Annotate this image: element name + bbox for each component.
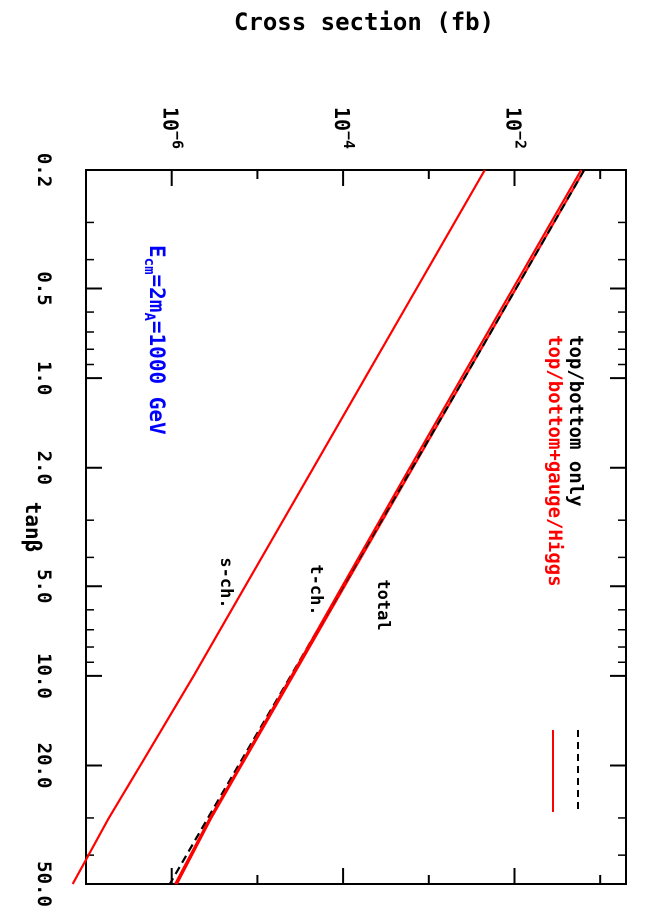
y-tick-base: 10: [502, 107, 526, 131]
y-tick-base: 10: [330, 107, 354, 131]
x-tick-label: 5.0: [33, 569, 55, 603]
x-tick-label: 20.0: [33, 743, 55, 789]
series-t-ch--line: [174, 169, 583, 885]
legend: top/bottom only top/bottom+gauge/Higgs: [544, 335, 587, 812]
curve-label-s-ch: s-ch.: [216, 557, 236, 608]
y-tick-label: 10−6: [159, 107, 187, 149]
axis-ticks: [85, 169, 626, 885]
x-axis-title: tanβ: [21, 502, 45, 553]
series-s-ch--line: [71, 169, 486, 885]
x-tick-label: 2.0: [33, 451, 55, 485]
energy-annotation-main: E: [145, 245, 169, 258]
energy-annotation-sub2: A: [141, 312, 157, 321]
x-tick-label: 0.5: [33, 271, 55, 305]
legend-label-top-bottom-gauge-higgs: top/bottom+gauge/Higgs: [544, 335, 566, 587]
series-total-line: [168, 169, 586, 885]
y-tick-exponent: −2: [512, 131, 530, 149]
energy-annotation-mid: =2m: [145, 275, 169, 313]
x-tick-label: 50.0: [33, 861, 55, 907]
x-tick-labels: 0.2 0.5 1.0 2.0 5.0 10.0 20.0 50.0: [33, 153, 55, 907]
energy-annotation-tail: =1000 GeV: [145, 321, 169, 435]
curve-label-total: total: [373, 579, 393, 630]
y-tick-label: 10−4: [330, 107, 358, 149]
y-tick-exponent: −6: [169, 131, 187, 149]
data-series: [71, 169, 586, 885]
plot-frame: [85, 169, 627, 885]
y-tick-label: 10−2: [502, 107, 530, 149]
x-tick-label: 1.0: [33, 361, 55, 395]
x-tick-label: 0.2: [33, 153, 55, 187]
legend-label-top-bottom-only: top/bottom only: [565, 335, 587, 507]
y-tick-labels: 10−610−410−2: [159, 107, 530, 149]
energy-annotation-sub1: cm: [141, 258, 157, 275]
y-tick-base: 10: [159, 107, 183, 131]
x-tick-label: 10.0: [33, 653, 55, 699]
curve-label-t-ch: t-ch.: [306, 564, 326, 615]
energy-annotation: Ecm=2mA=1000 GeV: [141, 245, 169, 435]
y-axis-title: Cross section (fb): [234, 8, 494, 36]
y-tick-exponent: −4: [340, 131, 358, 149]
